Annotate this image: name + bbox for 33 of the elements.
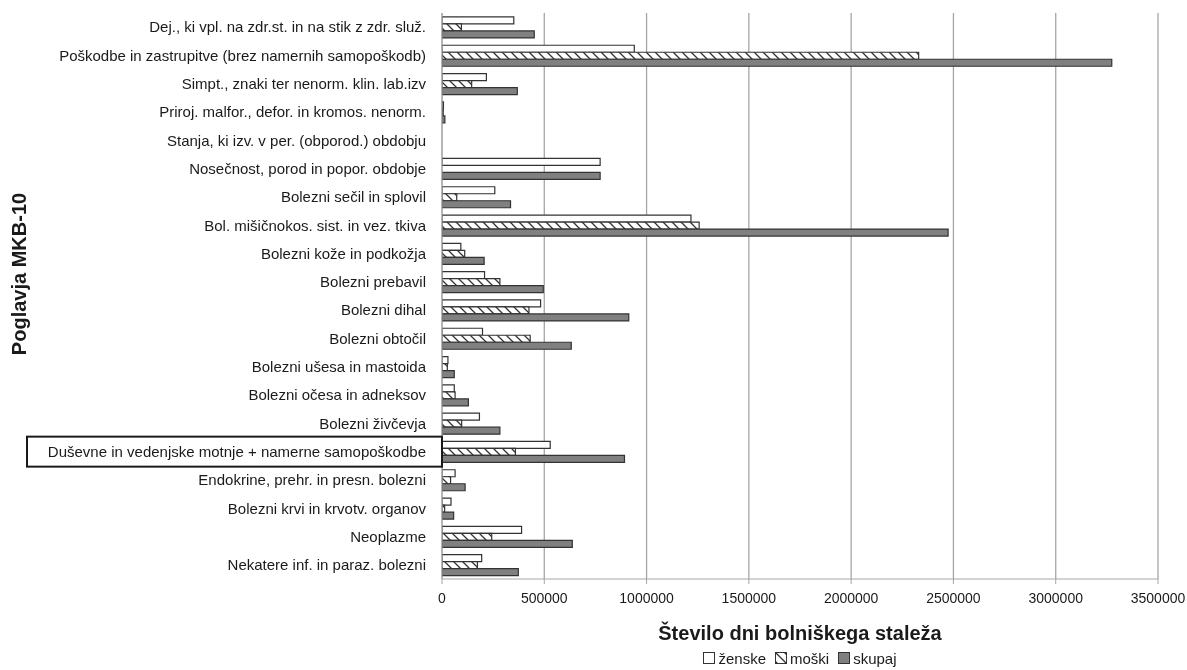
y-tick-label: Bolezni dihal [340,301,426,319]
y-tick-label: Neoplazme [350,527,426,545]
x-tick-label: 1000000 [619,589,675,606]
y-tick-label: Poškodbe in zastrupitve (brez namernih samopoškodb) [59,46,426,64]
y-tick-label: Bolezni živčevja [319,414,427,432]
y-tick-label: Bolezni prebavil [320,273,426,291]
y-tick-label: Bol. mišičnokos. sist. in vez. tkiva [204,216,427,234]
x-tick-label: 1500000 [721,589,777,606]
y-tick-label: Stanja, ki izv. v per. (obporod.) obdobju [166,131,426,149]
y-tick-label: Simpt., znaki ter nenorm. klin. lab.izv [181,75,427,92]
y-tick-label: Bolezni kože in podkožja [260,244,427,262]
x-tick-label: 0 [438,589,447,606]
x-tick-label: 2500000 [926,589,981,606]
y-tick-label: Bolezni ušesa in mastoida [251,358,427,375]
y-tick-label: Bolezni sečil in splovil [280,188,426,206]
x-tick-label: 3500000 [1130,589,1186,606]
x-tick-label: 2000000 [823,589,879,606]
y-tick-label: Bolezni obtočil [329,329,426,347]
y-tick-label: Nekatere inf. in paraz. bolezni [227,556,426,574]
legend-label: moški [790,649,830,667]
legend-label: skupaj [853,649,897,667]
y-tick-label: Bolezni očesa in adneksov [248,386,427,404]
x-tick-label: 500000 [520,589,568,606]
legend-label: ženske [718,649,766,667]
y-tick-label: Dej., ki vpl. na zdr.st. in na stik z zdr. služ. [149,18,426,36]
y-tick-label: Nosečnost, porod in popor. obdobje [189,159,426,177]
y-tick-label: Bolezni krvi in krvotv. organov [227,499,427,517]
x-axis-title: Število dni bolniškega staleža [658,621,943,644]
x-tick-label: 3000000 [1028,589,1084,606]
y-tick-label: Priroj. malfor., defor. in kromos. nenorm. [159,103,426,121]
y-axis-title: Poglavja MKB-10 [8,192,30,356]
y-tick-label: Duševne in vedenjske motnje + namerne samopoškodbe [47,442,426,460]
y-tick-label: Endokrine, prehr. in presn. bolezni [198,471,426,489]
